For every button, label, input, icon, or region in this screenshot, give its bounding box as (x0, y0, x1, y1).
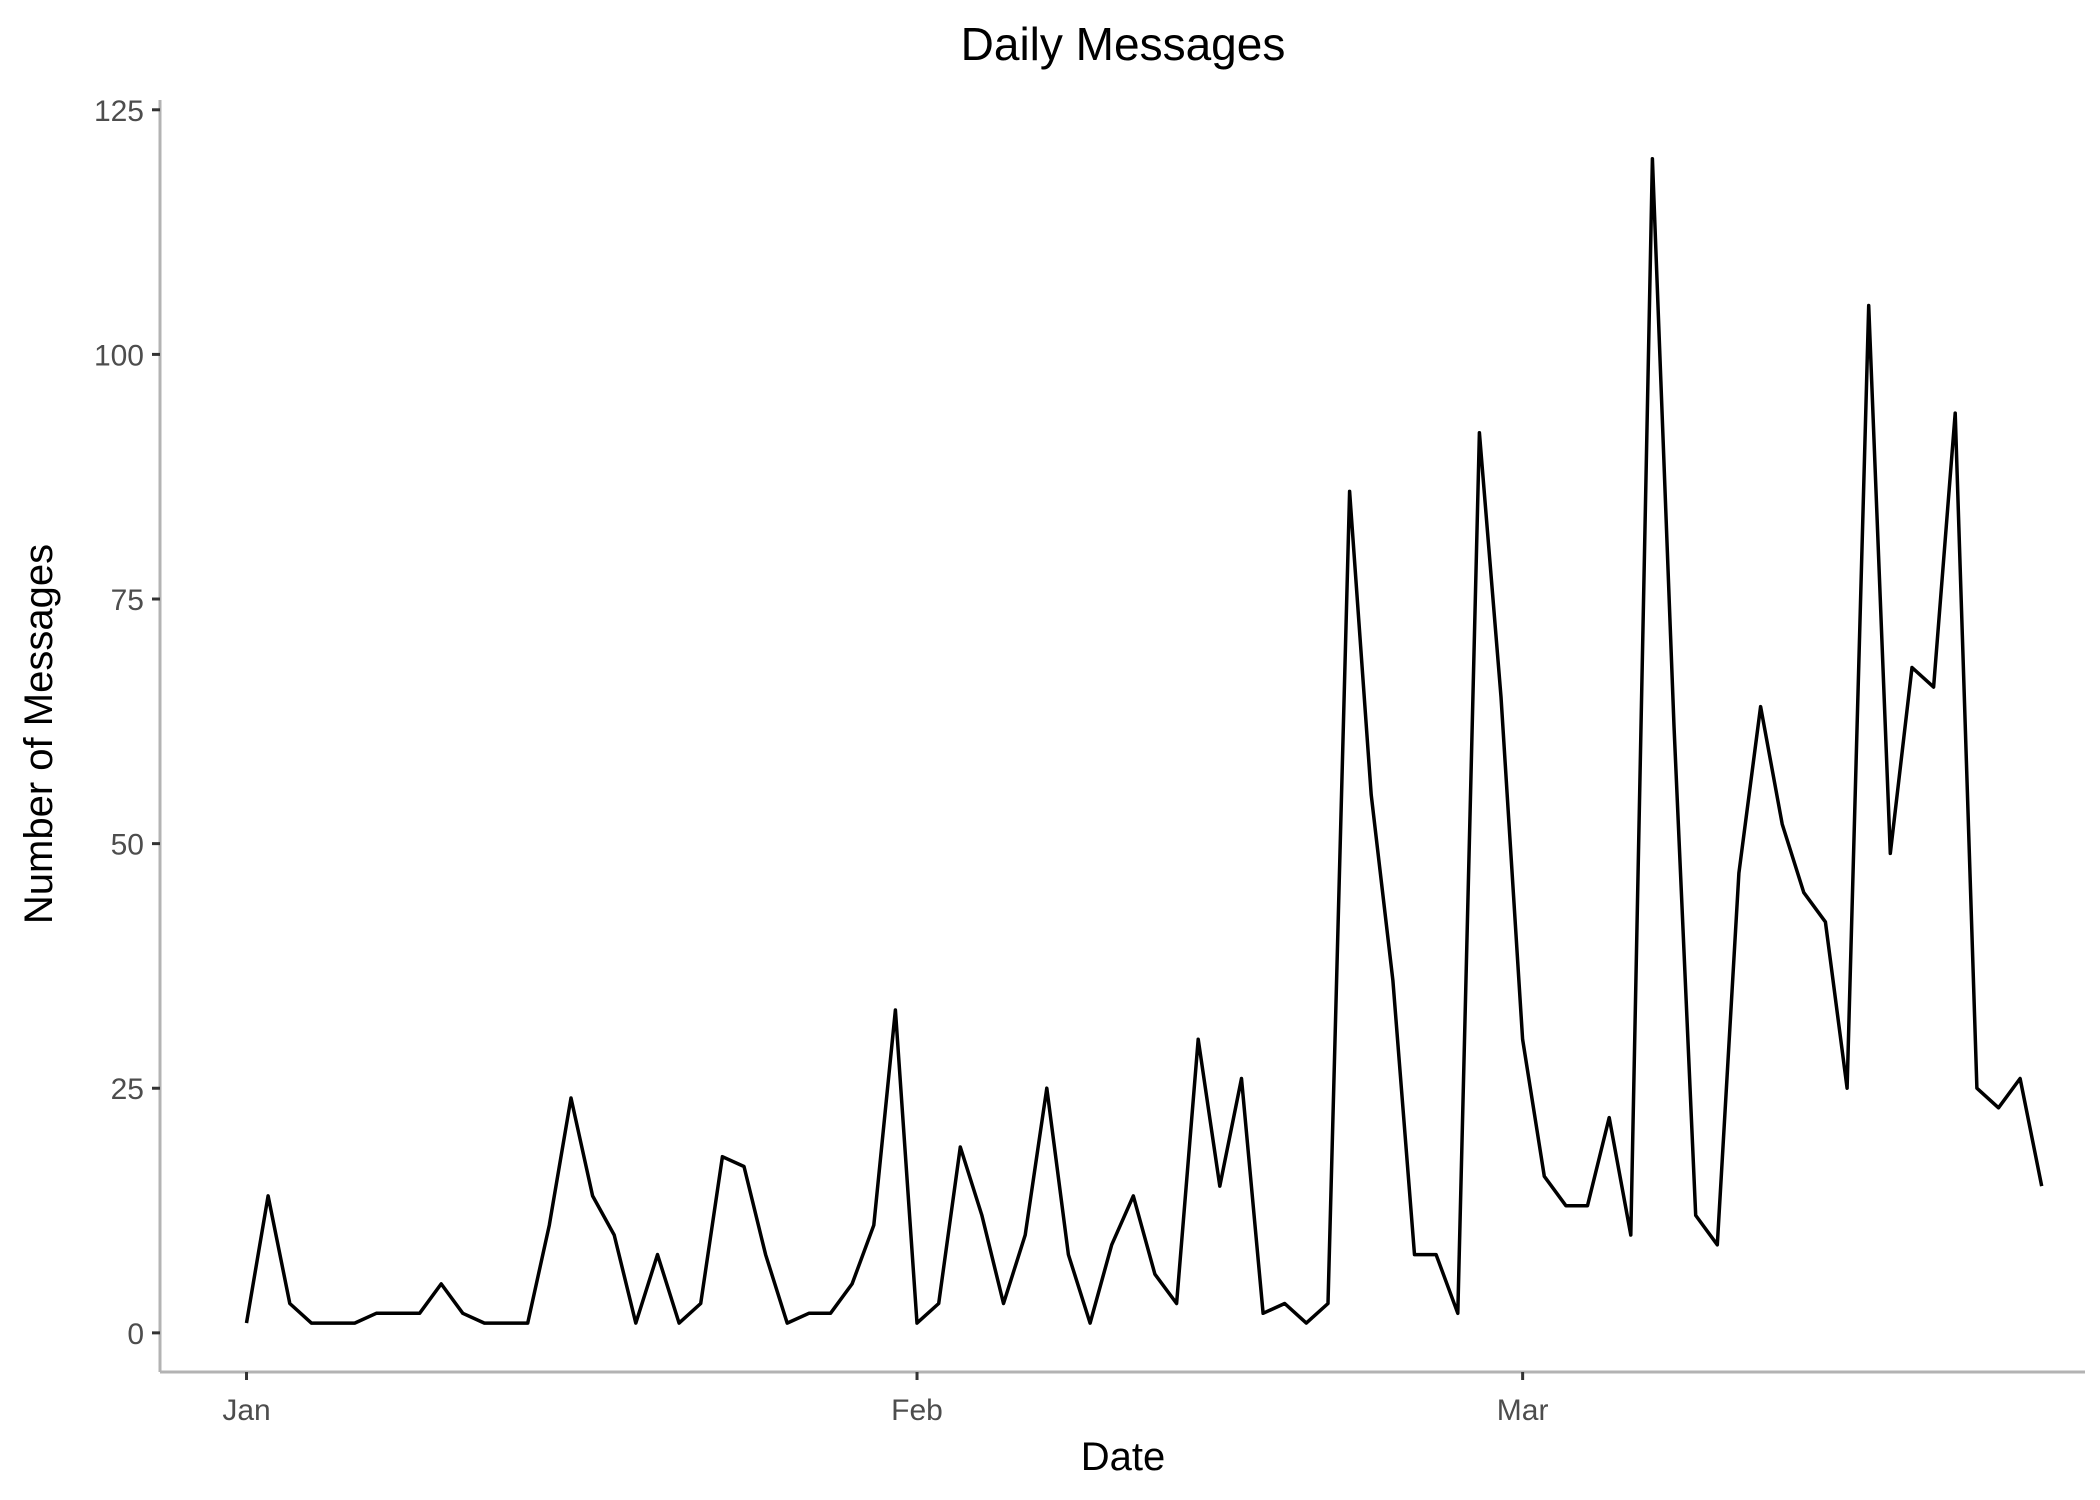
series-line (244, 156, 2044, 1325)
x-tick-label: Mar (1497, 1394, 1549, 1427)
y-tick-label: 125 (94, 95, 144, 128)
y-tick-label: 50 (111, 829, 144, 862)
plot-area (244, 156, 2044, 1325)
chart-title: Daily Messages (961, 18, 1286, 70)
x-tick-label: Feb (891, 1394, 943, 1427)
y-tick-label: 100 (94, 339, 144, 372)
x-axis: Jan Feb Mar (160, 1370, 2085, 1427)
y-tick-label: 25 (111, 1073, 144, 1106)
y-tick-label: 75 (111, 584, 144, 617)
y-tick-label: 0 (127, 1318, 144, 1351)
y-axis-title: Number of Messages (17, 544, 61, 924)
y-axis: 0 25 50 75 100 125 (94, 95, 162, 1372)
x-tick-label: Jan (222, 1394, 270, 1427)
x-axis-title: Date (1081, 1435, 1166, 1479)
